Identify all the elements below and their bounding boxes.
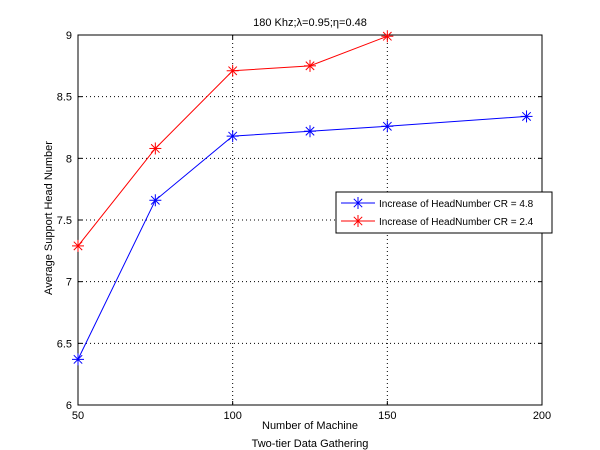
legend-box <box>335 191 553 234</box>
series-1 <box>72 30 394 252</box>
y-tick-label: 7.5 <box>57 215 72 227</box>
data-point-marker <box>304 59 316 72</box>
series-layer <box>72 30 533 366</box>
y-tick-label: 9 <box>66 30 72 42</box>
legend-label-cr24: Increase of HeadNumber CR = 2.4 <box>379 217 534 228</box>
y-tick-label: 6.5 <box>57 338 72 350</box>
legend: Increase of HeadNumber CR = 4.8 Increase… <box>335 191 553 234</box>
data-point-marker <box>381 30 394 43</box>
x-axis-sublabel: Two-tier Data Gathering <box>252 438 369 450</box>
chart-title: 180 Khz;λ=0.95;η=0.48 <box>253 17 367 29</box>
y-tick-label: 8 <box>66 153 72 165</box>
y-axis-label: Average Support Head Number <box>43 141 55 295</box>
series-0 <box>72 110 533 366</box>
x-axis-label: Number of Machine <box>262 420 358 432</box>
data-point-marker <box>226 64 239 77</box>
x-tick-label: 200 <box>533 410 551 422</box>
y-tick-label: 7 <box>66 277 72 289</box>
legend-marker-cr24 <box>352 215 364 227</box>
data-point-marker <box>381 120 394 133</box>
data-point-marker <box>226 130 239 143</box>
axis-ticks: 50 100 150 200 6 6.5 7 7.5 8 8.5 9 <box>57 30 551 422</box>
y-tick-label: 8.5 <box>57 92 72 104</box>
legend-marker-cr48 <box>352 197 364 209</box>
data-point-marker <box>72 239 84 252</box>
data-point-marker <box>149 142 162 155</box>
data-point-marker <box>149 194 162 207</box>
series-line <box>77 115 527 360</box>
data-point-marker <box>304 125 316 138</box>
x-tick-label: 50 <box>72 410 84 422</box>
x-tick-label: 150 <box>378 410 396 422</box>
x-tick-label: 100 <box>223 410 241 422</box>
data-point-marker <box>520 110 533 123</box>
y-tick-label: 6 <box>66 400 72 412</box>
data-point-marker <box>72 353 84 366</box>
legend-label-cr48: Increase of HeadNumber CR = 4.8 <box>379 199 534 210</box>
